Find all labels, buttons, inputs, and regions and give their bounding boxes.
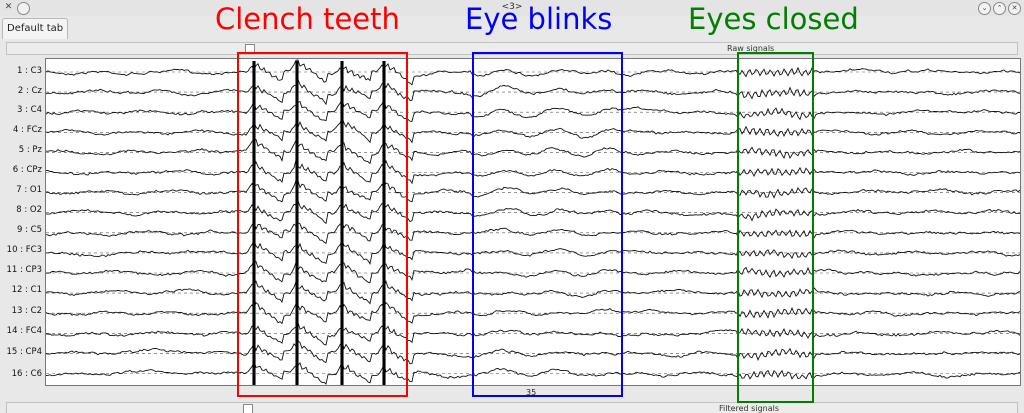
filtered-signals-header: Filtered signals <box>6 402 1018 413</box>
channel-trace <box>46 181 1020 202</box>
channel-label: 5 : Pz <box>0 145 42 155</box>
signal-plot-area[interactable] <box>45 58 1021 386</box>
raw-signals-header: Raw signals <box>6 42 1018 55</box>
channel-trace <box>46 139 1020 163</box>
channel-trace <box>46 261 1020 283</box>
filtered-signals-title: Filtered signals <box>719 403 779 413</box>
raw-signals-title: Raw signals <box>727 43 774 55</box>
channel-trace <box>46 362 1020 384</box>
channel-label: 15 : CP4 <box>0 347 42 357</box>
tab-default[interactable]: Default tab <box>2 18 68 39</box>
channel-label: 14 : FC4 <box>0 326 42 336</box>
channel-trace <box>46 160 1020 183</box>
channel-trace <box>46 240 1020 263</box>
panel-detach-icon[interactable] <box>245 44 255 54</box>
channel-label: 6 : CPz <box>0 165 42 175</box>
channel-label: 2 : Cz <box>0 86 42 96</box>
channel-label: 10 : FC3 <box>0 245 42 255</box>
channel-label: 1 : C3 <box>0 66 42 76</box>
channel-label: 4 : FCz <box>0 125 42 135</box>
channel-trace <box>46 118 1020 142</box>
channel-trace <box>46 201 1020 224</box>
channel-trace <box>46 323 1020 345</box>
panel-detach-icon[interactable] <box>243 404 253 413</box>
channel-trace <box>46 281 1020 303</box>
channel-trace <box>46 60 1020 85</box>
window-title: <3> <box>0 2 1024 12</box>
close-icon[interactable]: ✕ <box>1008 2 1021 15</box>
eeg-traces <box>46 59 1020 385</box>
channel-label: 13 : C2 <box>0 306 42 316</box>
time-axis-tick: 35 <box>526 388 536 397</box>
channel-label: 9 : C5 <box>0 225 42 235</box>
channel-label: 16 : C6 <box>0 369 42 379</box>
channel-label: 7 : O1 <box>0 185 42 195</box>
channel-trace <box>46 341 1020 364</box>
channel-label: 12 : C1 <box>0 285 42 295</box>
channel-trace <box>46 100 1020 122</box>
channel-label: 8 : O2 <box>0 205 42 215</box>
channel-label: 3 : C4 <box>0 105 42 115</box>
title-bar: ✕ <3> ⌄ ⌃ ✕ <box>0 0 1024 16</box>
maximize-icon[interactable]: ⌃ <box>993 2 1006 15</box>
minimize-icon[interactable]: ⌄ <box>978 2 991 15</box>
channel-label: 11 : CP3 <box>0 265 42 275</box>
